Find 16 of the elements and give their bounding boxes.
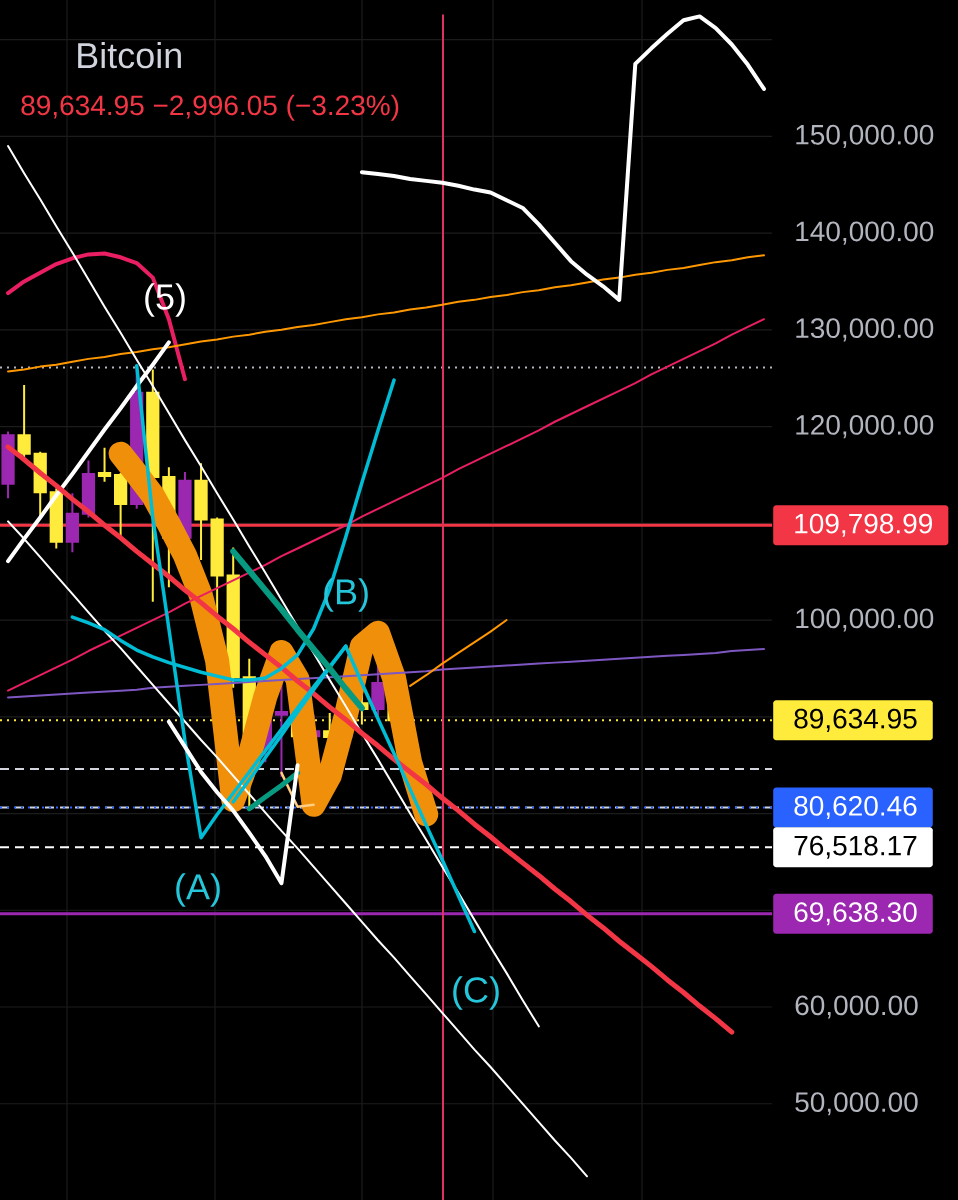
annotation: (C) <box>453 976 499 1010</box>
annotation: (A) <box>176 873 220 907</box>
y-tick-label: 120,000.00 <box>796 415 934 439</box>
ref-line-label: 109,798.99 <box>795 513 932 537</box>
ref-line-label: 69,638.30 <box>794 902 917 926</box>
y-tick-label: 50,000.00 <box>795 1092 918 1116</box>
y-tick-label: 100,000.00 <box>796 608 934 632</box>
y-tick-label: 60,000.00 <box>795 995 918 1019</box>
text: 89,634.95 −2,996.05 (−3.23%) <box>21 94 399 121</box>
y-tick-label: 130,000.00 <box>796 318 934 342</box>
y-tick-label: 150,000.00 <box>796 124 934 148</box>
ref-line-label: 89,634.95 <box>794 708 917 732</box>
y-tick-label: 140,000.00 <box>796 221 934 245</box>
text: Bitcoin <box>78 41 181 69</box>
ref-line-label: 76,518.17 <box>794 835 917 859</box>
ref-line-label: 80,620.46 <box>794 795 917 820</box>
